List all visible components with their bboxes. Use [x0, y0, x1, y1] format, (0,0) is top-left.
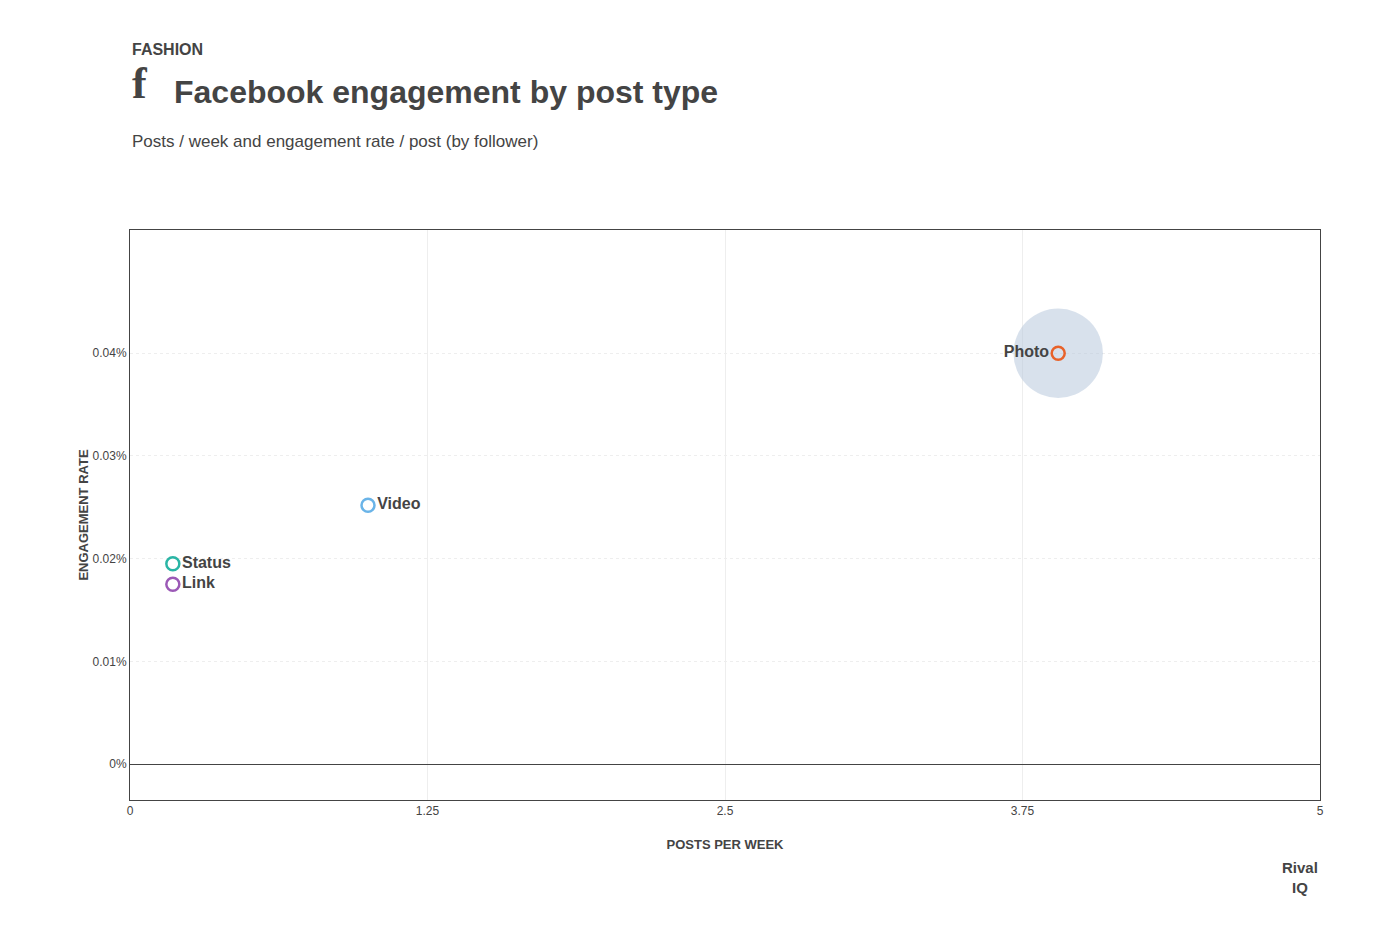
svg-text:f: f — [132, 59, 148, 108]
svg-text:Posts / week and engagement ra: Posts / week and engagement rate / post … — [132, 132, 538, 151]
svg-text:0.04%: 0.04% — [93, 346, 127, 360]
svg-text:Status: Status — [182, 554, 231, 571]
svg-text:0.01%: 0.01% — [93, 655, 127, 669]
svg-text:0.03%: 0.03% — [93, 449, 127, 463]
svg-text:5: 5 — [1317, 804, 1324, 818]
svg-text:FASHION: FASHION — [132, 41, 203, 58]
svg-text:RivalIQ: RivalIQ — [1282, 859, 1318, 896]
svg-text:ENGAGEMENT RATE: ENGAGEMENT RATE — [76, 449, 91, 581]
svg-text:2.5: 2.5 — [717, 804, 734, 818]
svg-text:Photo: Photo — [1004, 343, 1050, 360]
svg-text:0.02%: 0.02% — [93, 552, 127, 566]
svg-text:Video: Video — [377, 495, 421, 512]
svg-text:0: 0 — [127, 804, 134, 818]
svg-text:Link: Link — [182, 574, 215, 591]
svg-text:3.75: 3.75 — [1011, 804, 1035, 818]
svg-text:Facebook engagement by post ty: Facebook engagement by post type — [174, 74, 718, 110]
svg-text:0%: 0% — [109, 757, 127, 771]
svg-text:1.25: 1.25 — [416, 804, 440, 818]
svg-text:POSTS PER WEEK: POSTS PER WEEK — [666, 837, 784, 852]
